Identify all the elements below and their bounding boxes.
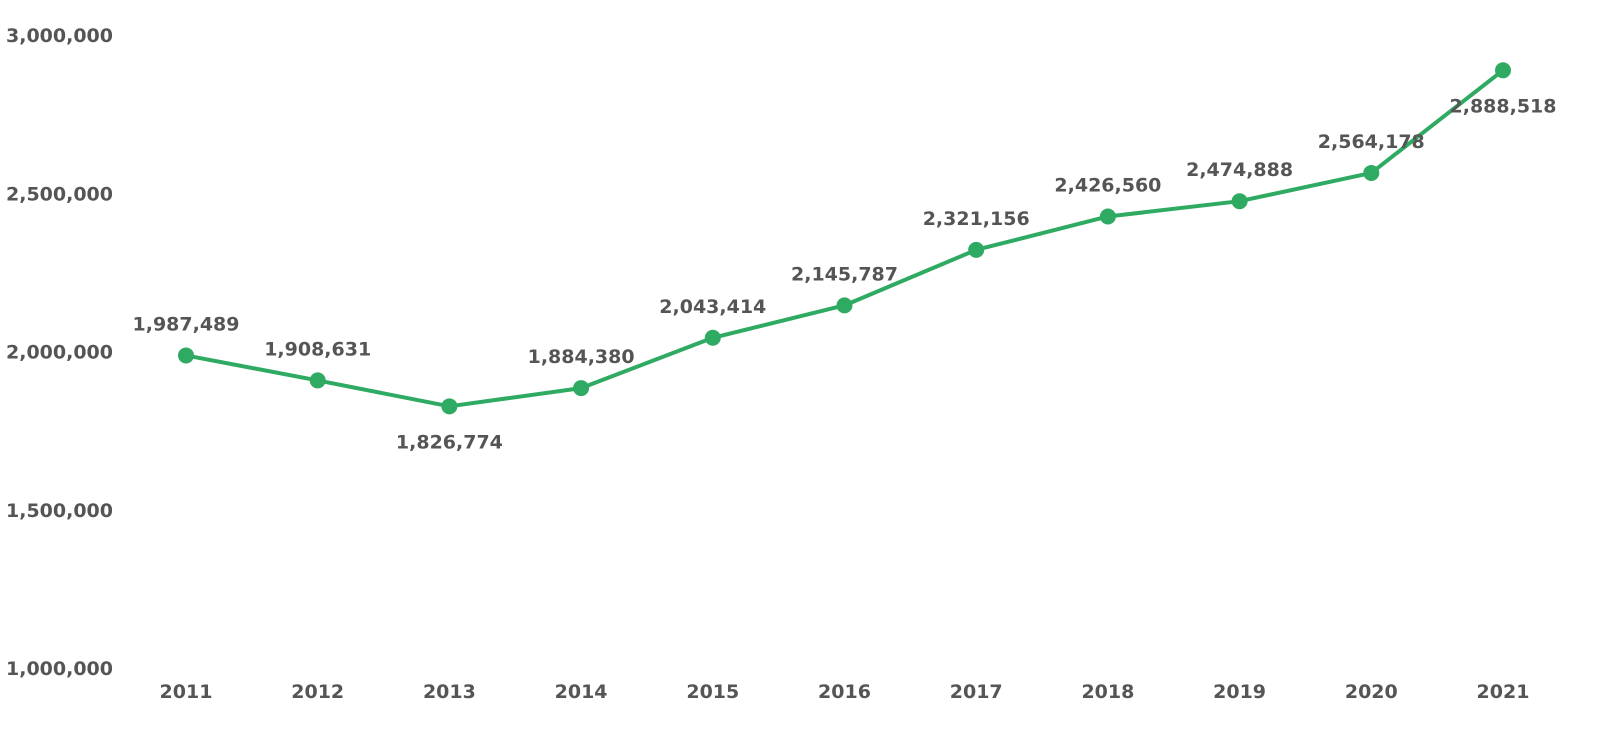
x-tick-label: 2020 — [1345, 681, 1398, 703]
y-tick-label: 1,500,000 — [6, 500, 113, 522]
data-point-2018[interactable] — [1099, 208, 1116, 225]
data-point-2019[interactable] — [1231, 193, 1248, 210]
data-label-2015: 2,043,414 — [659, 296, 766, 318]
data-point-2013[interactable] — [441, 398, 458, 415]
series-layer — [178, 62, 1511, 415]
data-label-2016: 2,145,787 — [791, 263, 898, 285]
data-point-2012[interactable] — [309, 372, 326, 389]
x-tick-label: 2017 — [950, 681, 1003, 703]
data-label-2018: 2,426,560 — [1054, 174, 1161, 196]
y-tick-label: 1,000,000 — [6, 658, 113, 680]
data-labels-layer: 1,987,489 1,908,631 1,826,774 1,884,380 2,04… — [133, 95, 1557, 453]
y-tick-label: 3,000,000 — [6, 25, 113, 47]
x-tick-label: 2015 — [686, 681, 739, 703]
y-tick-label: 2,500,000 — [6, 183, 113, 205]
data-label-2014: 1,884,380 — [528, 346, 635, 368]
y-axis: 1,000,000 1,500,000 2,000,000 2,500,000 3,00… — [6, 25, 113, 680]
x-tick-label: 2013 — [423, 681, 476, 703]
x-tick-label: 2018 — [1081, 681, 1134, 703]
data-label-2019: 2,474,888 — [1186, 159, 1293, 181]
data-label-2012: 1,908,631 — [264, 338, 371, 360]
y-tick-label: 2,000,000 — [6, 342, 113, 364]
x-tick-label: 2016 — [818, 681, 871, 703]
data-point-2017[interactable] — [968, 241, 985, 258]
data-point-2021[interactable] — [1495, 62, 1511, 79]
data-point-2016[interactable] — [836, 297, 853, 314]
data-label-2013: 1,826,774 — [396, 431, 503, 453]
x-tick-label: 2019 — [1213, 681, 1266, 703]
data-label-2011: 1,987,489 — [133, 313, 240, 335]
data-label-2020: 2,564,178 — [1318, 131, 1425, 153]
data-point-2014[interactable] — [573, 380, 590, 397]
x-tick-label: 2021 — [1477, 681, 1530, 703]
x-tick-label: 2011 — [160, 681, 213, 703]
data-point-2011[interactable] — [178, 347, 194, 364]
x-tick-label: 2014 — [555, 681, 608, 703]
data-label-2021: 2,888,518 — [1450, 95, 1557, 117]
x-axis: 2011 2012 2013 2014 2015 2016 2017 2018 2019 2020… — [160, 681, 1530, 703]
data-label-2017: 2,321,156 — [923, 208, 1030, 230]
x-tick-label: 2012 — [291, 681, 344, 703]
data-point-2015[interactable] — [704, 329, 721, 346]
series-line — [184, 68, 1505, 409]
data-point-2020[interactable] — [1363, 164, 1380, 181]
